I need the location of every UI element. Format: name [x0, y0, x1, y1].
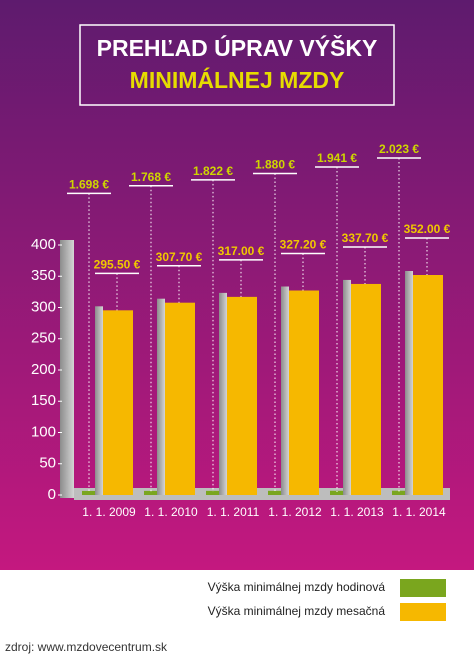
bar [392, 490, 406, 495]
y-tick-label: 150 [31, 392, 56, 409]
bar [330, 490, 344, 495]
x-tick-label: 1. 1. 2010 [144, 505, 198, 519]
y-tick-label: 350 [31, 267, 56, 284]
bar [165, 302, 195, 495]
value-label: 317.00 € [218, 244, 265, 258]
y-tick-label: 200 [31, 361, 56, 378]
bar [351, 283, 381, 495]
value-label: 1.941 € [317, 151, 357, 165]
bar-side [405, 271, 413, 495]
axis-wall [60, 240, 74, 498]
legend-label: Výška minimálnej mzdy hodinová [208, 580, 386, 594]
chart-subtitle: MINIMÁLNEJ MZDY [130, 66, 345, 93]
value-label: 327.20 € [280, 238, 327, 252]
value-label: 1.822 € [193, 164, 233, 178]
bar [82, 490, 96, 495]
value-label: 307.70 € [156, 250, 203, 264]
bar-side [219, 292, 227, 495]
legend-area [0, 570, 474, 632]
source: zdroj: www.mzdovecentrum.sk [5, 640, 168, 654]
bar [144, 490, 158, 495]
y-tick-label: 300 [31, 298, 56, 315]
value-label: 1.768 € [131, 170, 171, 184]
value-label: 1.698 € [69, 177, 109, 191]
value-label: 352.00 € [404, 222, 451, 236]
bar [289, 290, 319, 495]
y-tick-label: 250 [31, 330, 56, 347]
bar [413, 275, 443, 495]
bar-side [343, 279, 351, 495]
legend-label: Výška minimálnej mzdy mesačná [208, 604, 386, 618]
bar [268, 490, 282, 495]
value-label: 295.50 € [94, 257, 141, 271]
bar [103, 310, 133, 495]
x-tick-label: 1. 1. 2013 [330, 505, 384, 519]
x-tick-label: 1. 1. 2009 [82, 505, 136, 519]
y-tick-label: 400 [31, 236, 56, 253]
legend-swatch [400, 579, 446, 597]
y-tick-label: 50 [39, 455, 56, 472]
y-tick-label: 100 [31, 423, 56, 440]
y-tick-label: 0 [48, 486, 56, 503]
x-tick-label: 1. 1. 2012 [268, 505, 322, 519]
x-tick-label: 1. 1. 2014 [392, 505, 446, 519]
bar-side [157, 298, 165, 495]
value-label: 1.880 € [255, 158, 295, 172]
bar-side [95, 306, 103, 495]
value-label: 337.70 € [342, 231, 389, 245]
chart-title: PREHĽAD ÚPRAV VÝŠKY [97, 34, 378, 61]
title-box [79, 24, 395, 106]
value-label: 2.023 € [379, 142, 419, 156]
bar-side [281, 286, 289, 495]
bar [206, 490, 220, 495]
bar [227, 296, 257, 495]
x-tick-label: 1. 1. 2011 [207, 505, 260, 519]
legend-swatch [400, 603, 446, 621]
